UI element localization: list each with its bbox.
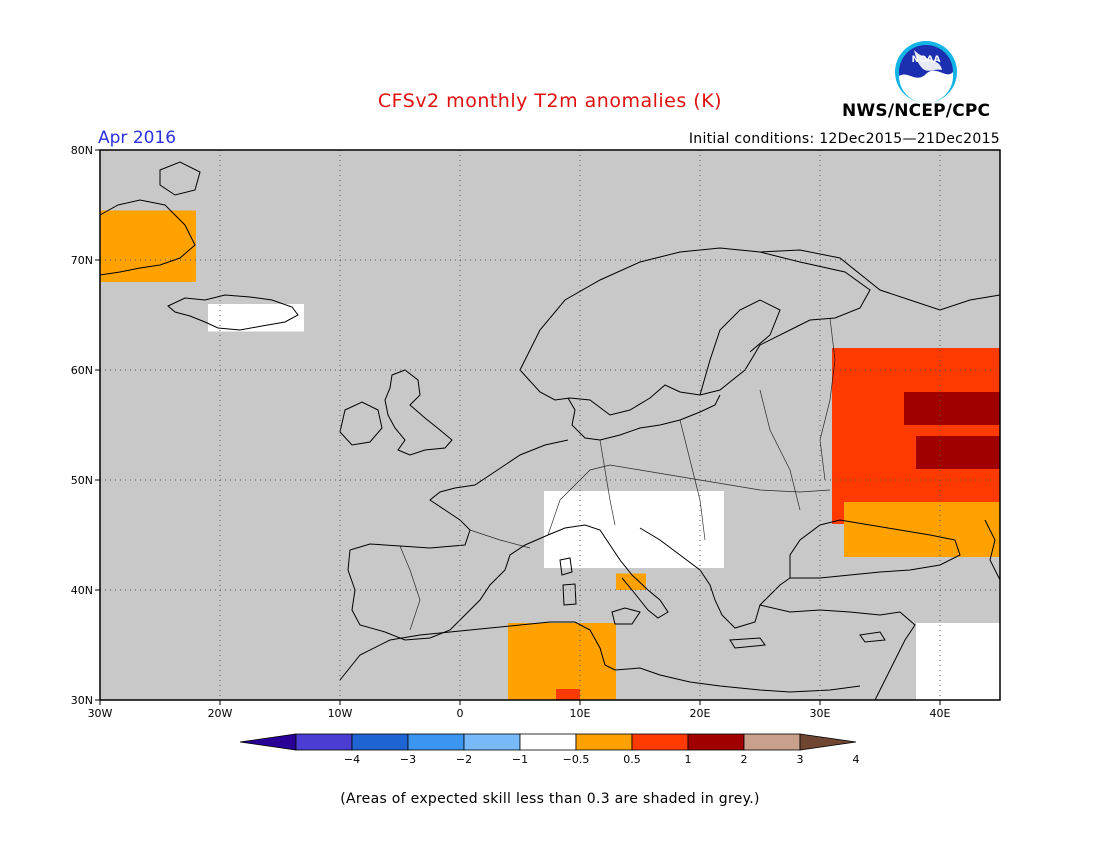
- colorbar-label: −0.5: [563, 753, 590, 766]
- colorbar-segment: [575, 733, 633, 751]
- forecast-month: Apr 2016: [98, 128, 177, 148]
- lon-tick-label: 20E: [690, 707, 711, 720]
- colorbar-label: −4: [344, 753, 360, 766]
- anomaly-region-italy-south: [616, 573, 646, 590]
- noaa-logo-icon: NOAA: [894, 40, 958, 104]
- anomaly-region-tunisia-south: [556, 689, 580, 700]
- colorbar-segment-min: [239, 733, 297, 751]
- colorbar-label: 1: [685, 753, 692, 766]
- anomaly-region-ukraine: [844, 502, 1000, 557]
- lat-tick-label: 30N: [71, 694, 93, 707]
- lon-tick-label: 10E: [570, 707, 591, 720]
- colorbar-label: 0.5: [623, 753, 641, 766]
- colorbar-label: 2: [741, 753, 748, 766]
- colorbar-segment: [743, 733, 801, 751]
- country-borders: [399, 317, 836, 631]
- skill-footnote: (Areas of expected skill less than 0.3 a…: [340, 791, 760, 807]
- colorbar-segment-max: [799, 733, 857, 751]
- lat-tick-label: 80N: [71, 144, 93, 157]
- colorbar-label: 4: [853, 753, 860, 766]
- anomaly-region-tunisia: [508, 623, 616, 700]
- colorbar-segment: [295, 733, 353, 751]
- colorbar-segment: [687, 733, 745, 751]
- anomaly-region-middle-east: [916, 623, 1000, 700]
- colorbar-segment: [519, 733, 577, 751]
- anomaly-region-central-russia-2: [916, 436, 1000, 469]
- anomaly-layer: [100, 210, 1000, 700]
- colorbar: −4 −3 −2 −1 −0.5 0.5 1 2 3 4: [239, 733, 860, 766]
- anomaly-region-central-russia-1: [904, 392, 1000, 425]
- map-title: CFSv2 monthly T2m anomalies (K): [377, 90, 723, 112]
- lon-tick-label: 0: [457, 707, 464, 720]
- lat-tick-label: 60N: [71, 364, 93, 377]
- lon-tick-label: 20W: [208, 707, 233, 720]
- gridlines: [100, 150, 1000, 700]
- logo-text: NOAA: [912, 55, 941, 65]
- anomaly-region-central-europe: [544, 491, 724, 568]
- lat-tick-label: 40N: [71, 584, 93, 597]
- organization-label: NWS/NCEP/CPC: [842, 101, 991, 121]
- lon-tick-label: 10W: [328, 707, 353, 720]
- colorbar-segment: [407, 733, 465, 751]
- colorbar-label: −1: [512, 753, 528, 766]
- lon-tick-label: 30E: [810, 707, 831, 720]
- colorbar-segment: [351, 733, 409, 751]
- colorbar-label: −3: [400, 753, 416, 766]
- initial-conditions: Initial conditions: 12Dec2015—21Dec2015: [688, 131, 1000, 147]
- lat-tick-label: 70N: [71, 254, 93, 267]
- colorbar-label: −2: [456, 753, 472, 766]
- map-frame: [99, 149, 1001, 701]
- colorbar-label: 3: [797, 753, 804, 766]
- anomaly-region-east-greenland: [100, 210, 196, 282]
- lat-tick-label: 50N: [71, 474, 93, 487]
- coastlines: [99, 161, 1001, 701]
- colorbar-segment: [463, 733, 521, 751]
- lon-tick-label: 30W: [88, 707, 113, 720]
- lon-tick-label: 40E: [930, 707, 951, 720]
- colorbar-segment: [631, 733, 689, 751]
